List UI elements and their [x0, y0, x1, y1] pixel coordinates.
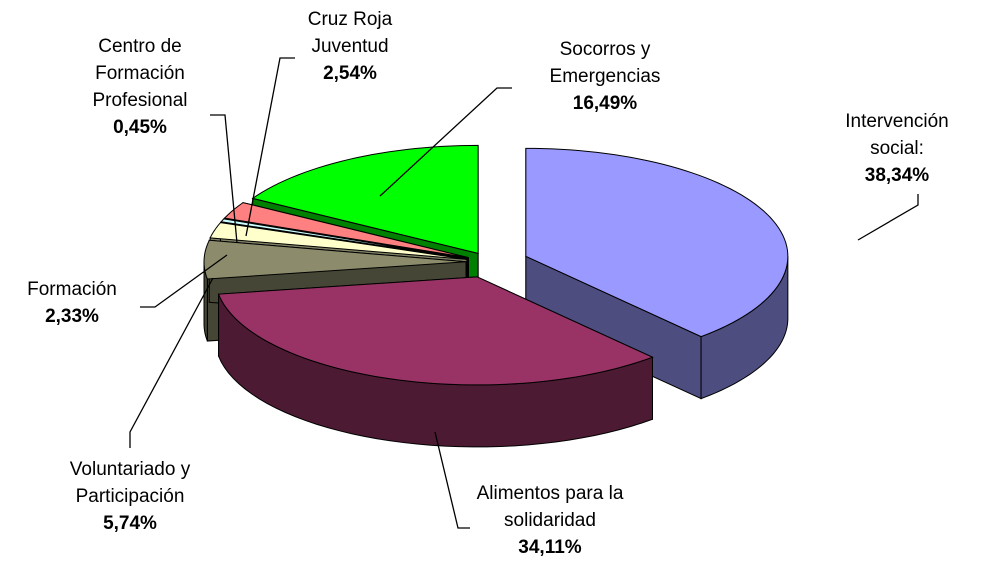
value-label: 0,45% — [113, 117, 167, 138]
leader-line — [210, 114, 238, 244]
slice-top — [220, 218, 468, 260]
slice-top — [203, 239, 467, 280]
leader-line — [434, 431, 470, 529]
slice-label: Intervención social: 38,34% — [827, 108, 967, 189]
leader-line — [857, 194, 919, 241]
slice-label: Centro de Formación Profesional 0,45% — [65, 33, 215, 141]
slice-label: Formación 2,33% — [0, 276, 147, 330]
category-label: Centro de Formación Profesional — [92, 36, 188, 111]
slice-top — [209, 222, 467, 260]
slice-label: Socorros y Emergencias 16,49% — [525, 36, 685, 117]
category-label: Formación — [27, 279, 117, 300]
slice — [525, 147, 789, 400]
category-label: Intervención social: — [845, 111, 949, 159]
slice-top — [251, 144, 479, 255]
value-label: 2,54% — [323, 63, 377, 84]
slice-label: Voluntariado y Participación 5,74% — [30, 456, 230, 537]
slice-top — [217, 276, 654, 386]
category-label: Voluntariado y Participación — [69, 459, 191, 507]
value-label: 16,49% — [572, 93, 638, 114]
value-label: 38,34% — [864, 165, 930, 186]
leader-line — [379, 87, 512, 197]
category-label: Alimentos para la solidaridad — [476, 483, 624, 531]
leader-line — [140, 254, 228, 308]
leader-line — [129, 277, 214, 448]
slice-label: Alimentos para la solidaridad 34,11% — [450, 480, 650, 561]
category-label: Cruz Roja Juventud — [307, 9, 393, 57]
slice — [217, 276, 654, 448]
slice-top — [223, 202, 469, 259]
value-label: 34,11% — [518, 537, 582, 558]
slice-label: Cruz Roja Juventud 2,54% — [290, 6, 410, 87]
leader-line — [245, 57, 295, 237]
value-label: 2,33% — [45, 306, 99, 327]
slice-top — [525, 147, 789, 338]
category-label: Socorros y Emergencias — [549, 39, 661, 87]
value-label: 5,74% — [103, 513, 157, 534]
